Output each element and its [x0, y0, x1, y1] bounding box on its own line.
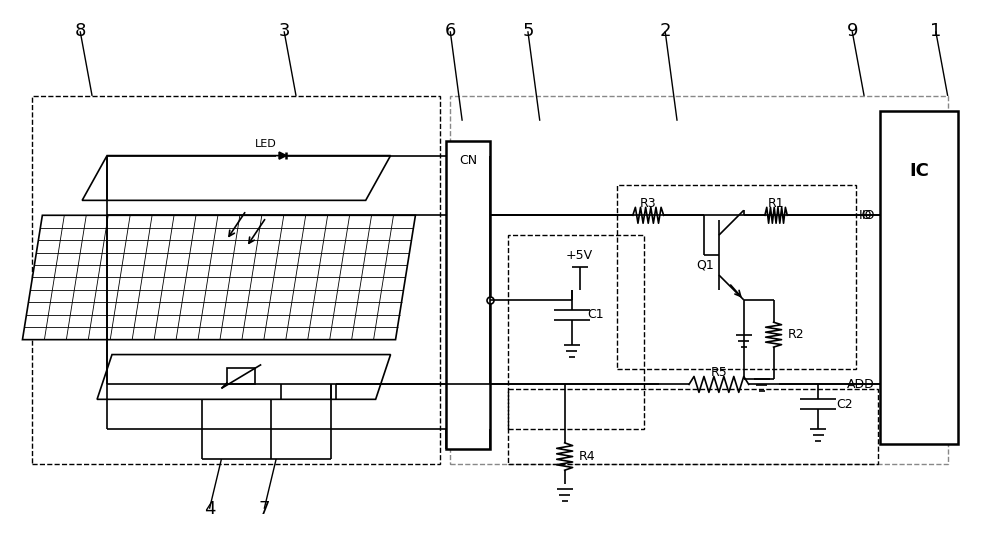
- Text: 9: 9: [846, 22, 858, 40]
- Polygon shape: [22, 215, 415, 340]
- Text: 5: 5: [522, 22, 534, 40]
- Text: R2: R2: [788, 328, 804, 341]
- Bar: [446, 141, 490, 449]
- Polygon shape: [82, 156, 391, 201]
- Text: R5: R5: [710, 366, 727, 379]
- Text: CN: CN: [459, 154, 477, 167]
- Text: 7: 7: [258, 500, 270, 518]
- Text: R4: R4: [579, 450, 595, 463]
- Bar: [880, 111, 958, 444]
- Text: ADD: ADD: [847, 378, 875, 391]
- Text: IC: IC: [909, 162, 929, 179]
- Text: LED: LED: [255, 139, 277, 149]
- Bar: [32, 96, 440, 464]
- Bar: [450, 96, 948, 464]
- Text: 6: 6: [445, 22, 456, 40]
- Text: IO: IO: [859, 209, 872, 222]
- Text: 1: 1: [930, 22, 941, 40]
- Text: 3: 3: [278, 22, 290, 40]
- Text: R1: R1: [768, 197, 784, 210]
- Bar: [617, 185, 856, 370]
- Text: 8: 8: [74, 22, 86, 40]
- Polygon shape: [97, 354, 391, 399]
- Bar: [508, 389, 878, 464]
- Text: R3: R3: [640, 197, 657, 210]
- Text: IO: IO: [862, 209, 875, 222]
- Text: Q1: Q1: [696, 259, 714, 272]
- Text: 4: 4: [204, 500, 215, 518]
- Text: 2: 2: [659, 22, 671, 40]
- Bar: [508, 235, 644, 429]
- Text: +5V: +5V: [566, 249, 593, 262]
- Polygon shape: [279, 152, 286, 159]
- Text: C2: C2: [836, 398, 853, 411]
- Bar: [227, 369, 255, 384]
- Text: C1: C1: [587, 308, 604, 321]
